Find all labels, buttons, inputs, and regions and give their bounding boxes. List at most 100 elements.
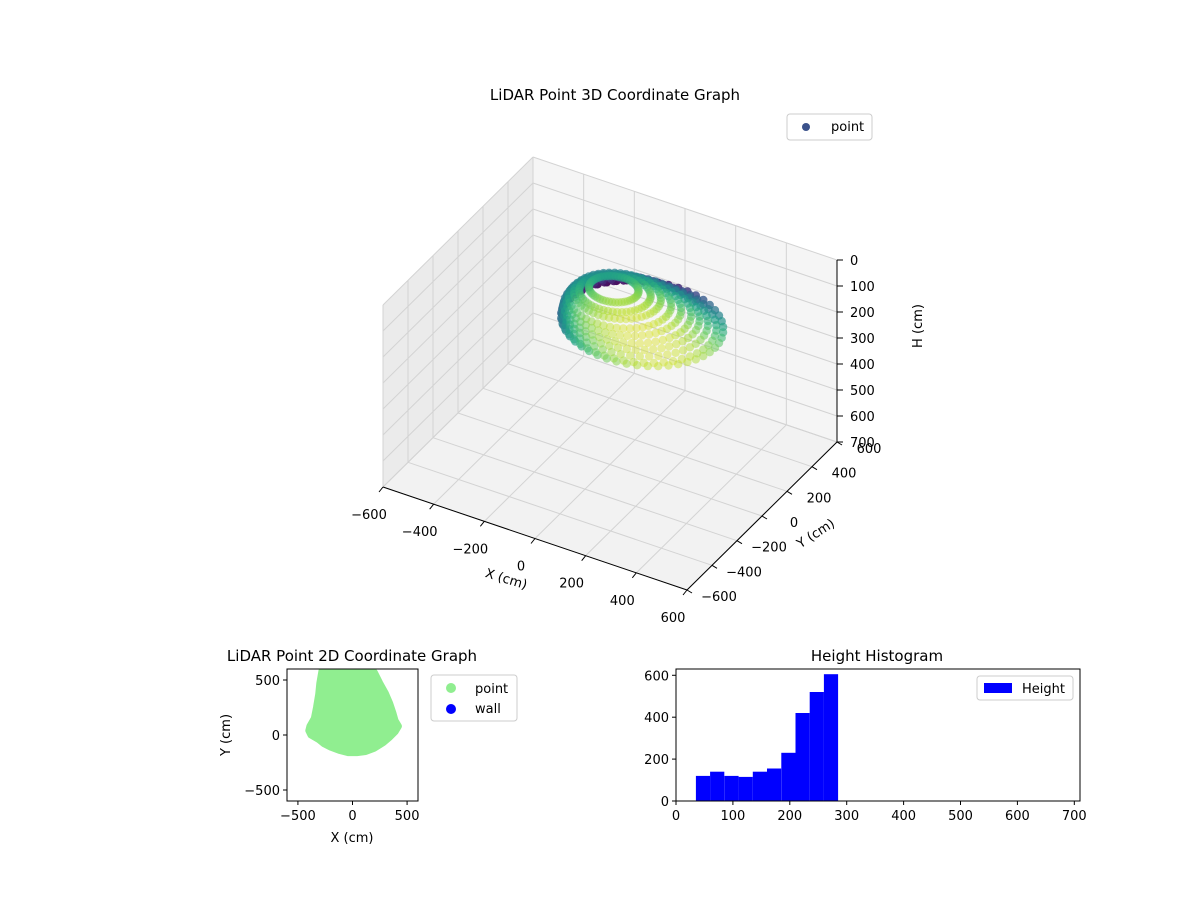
point-3d bbox=[630, 331, 640, 341]
chart-3d-legend-marker bbox=[802, 123, 810, 131]
chart-histogram-y-tick-label: 0 bbox=[661, 795, 669, 810]
grid-left-z bbox=[382, 156, 534, 306]
point-3d bbox=[644, 321, 653, 331]
chart-2d-legend-label-point: point bbox=[475, 682, 508, 697]
point-3d bbox=[626, 351, 635, 360]
point-3d bbox=[609, 354, 618, 363]
chart-histogram-legend: Height bbox=[976, 675, 1074, 701]
point-3d bbox=[608, 307, 617, 316]
point-3d bbox=[646, 309, 655, 318]
point-3d bbox=[617, 298, 626, 307]
point-3d bbox=[671, 331, 680, 340]
point-3d bbox=[632, 323, 641, 333]
chart-2d-xlabel: X (cm) bbox=[331, 831, 374, 846]
chart-histogram-legend-box bbox=[976, 675, 1074, 701]
x-tick bbox=[479, 521, 485, 527]
point-3d bbox=[640, 345, 649, 355]
point-3d bbox=[619, 356, 628, 365]
chart-2d-legend: point wall bbox=[430, 674, 518, 722]
grid-left-z bbox=[382, 338, 534, 488]
chart-2d-legend-label-wall: wall bbox=[475, 702, 501, 717]
chart-histogram-title: Height Histogram bbox=[811, 647, 943, 665]
chart-2d-x-tick-label: −500 bbox=[280, 809, 316, 824]
grid-back-z bbox=[532, 338, 838, 443]
point-3d bbox=[603, 306, 613, 316]
point-3d bbox=[622, 307, 631, 317]
point-3d bbox=[622, 359, 631, 368]
chart-2d-title: LiDAR Point 2D Coordinate Graph bbox=[227, 647, 477, 665]
chart-2d-plot: −500 0 500 −500 0 500 bbox=[244, 668, 420, 824]
chart-histogram-x-tick-label: 100 bbox=[720, 809, 745, 824]
x-tick bbox=[530, 538, 536, 544]
histogram-bar bbox=[781, 752, 796, 801]
point-3d bbox=[623, 331, 632, 340]
point-3d bbox=[626, 307, 635, 316]
chart-3d-axes: −600−400−2000200400600−600−400−200020040… bbox=[351, 254, 881, 626]
chart-2d-y-tick-label: 0 bbox=[272, 729, 280, 744]
chart-3d-zlabel: H (cm) bbox=[911, 304, 926, 348]
point-3d bbox=[676, 328, 685, 337]
point-3d bbox=[599, 305, 608, 315]
point-3d bbox=[616, 314, 625, 324]
z-tick-label: 300 bbox=[850, 332, 875, 347]
chart-2d-x-tick-label: 500 bbox=[395, 809, 420, 824]
grid-left-z bbox=[382, 208, 534, 358]
chart-3d-panes bbox=[383, 157, 837, 590]
chart-3d-ylabel: Y (cm) bbox=[794, 516, 838, 552]
point-3d bbox=[699, 351, 708, 361]
point-3d bbox=[678, 337, 687, 346]
chart-3d-legend-box bbox=[786, 113, 873, 141]
point-3d bbox=[608, 329, 617, 339]
chart-histogram-y-tick-label: 600 bbox=[644, 669, 669, 684]
grid-floor-y bbox=[507, 363, 813, 468]
point-3d bbox=[685, 343, 695, 352]
point-3d bbox=[642, 311, 651, 320]
grid-left-z bbox=[382, 260, 534, 410]
y-tick bbox=[786, 490, 793, 495]
point-3d bbox=[616, 350, 625, 359]
chart-histogram-x-tick-label: 400 bbox=[891, 809, 916, 824]
chart-3d-title: LiDAR Point 3D Coordinate Graph bbox=[490, 86, 740, 104]
point-3d bbox=[633, 361, 642, 370]
chart-histogram-x-tick-label: 500 bbox=[948, 809, 973, 824]
point-3d bbox=[639, 358, 648, 368]
point-3d bbox=[629, 357, 638, 367]
point-3d bbox=[667, 321, 676, 331]
point-3d bbox=[654, 317, 663, 327]
point-3d bbox=[649, 307, 658, 316]
point-3d bbox=[619, 324, 628, 333]
chart-histogram-plot: 0 100 200 300 400 500 600 700 0 200 400 600 bbox=[644, 668, 1087, 824]
x-tick bbox=[682, 589, 688, 596]
point-3d bbox=[631, 345, 640, 354]
point-3d bbox=[654, 351, 663, 361]
point-3d bbox=[680, 324, 689, 333]
point-3d bbox=[635, 339, 645, 348]
chart-2d-x-tick-label: 0 bbox=[348, 809, 356, 824]
point-3d bbox=[621, 314, 631, 324]
chart-histogram-legend-swatch bbox=[984, 683, 1012, 693]
point-3d bbox=[645, 330, 654, 339]
point-3d bbox=[604, 313, 614, 322]
chart-histogram-frame bbox=[675, 668, 1081, 802]
chart-histogram-x-tick-label: 200 bbox=[777, 809, 802, 824]
grid-left-z bbox=[382, 312, 534, 462]
point-3d bbox=[627, 314, 636, 323]
chart-2d-y-tick-label: 500 bbox=[255, 674, 280, 689]
point-3d bbox=[683, 357, 692, 367]
point-3d bbox=[637, 303, 647, 312]
x-tick-label: 600 bbox=[661, 611, 686, 626]
grid-back-z bbox=[532, 182, 838, 287]
point-3d bbox=[699, 345, 708, 354]
point-3d bbox=[602, 335, 612, 344]
y-tick bbox=[761, 515, 768, 520]
point-3d bbox=[607, 347, 616, 357]
chart-histogram-x-tick-label: 600 bbox=[1005, 809, 1030, 824]
point-3d bbox=[599, 321, 608, 330]
chart-histogram-y-tick-label: 400 bbox=[644, 711, 669, 726]
y-tick-label: 200 bbox=[807, 491, 832, 506]
point-3d bbox=[610, 337, 620, 346]
point-3d bbox=[625, 324, 635, 333]
x-tick bbox=[631, 572, 637, 579]
chart-3d: LiDAR Point 3D Coordinate Graph −600 −400… bbox=[351, 86, 926, 626]
point-3d bbox=[649, 358, 659, 368]
